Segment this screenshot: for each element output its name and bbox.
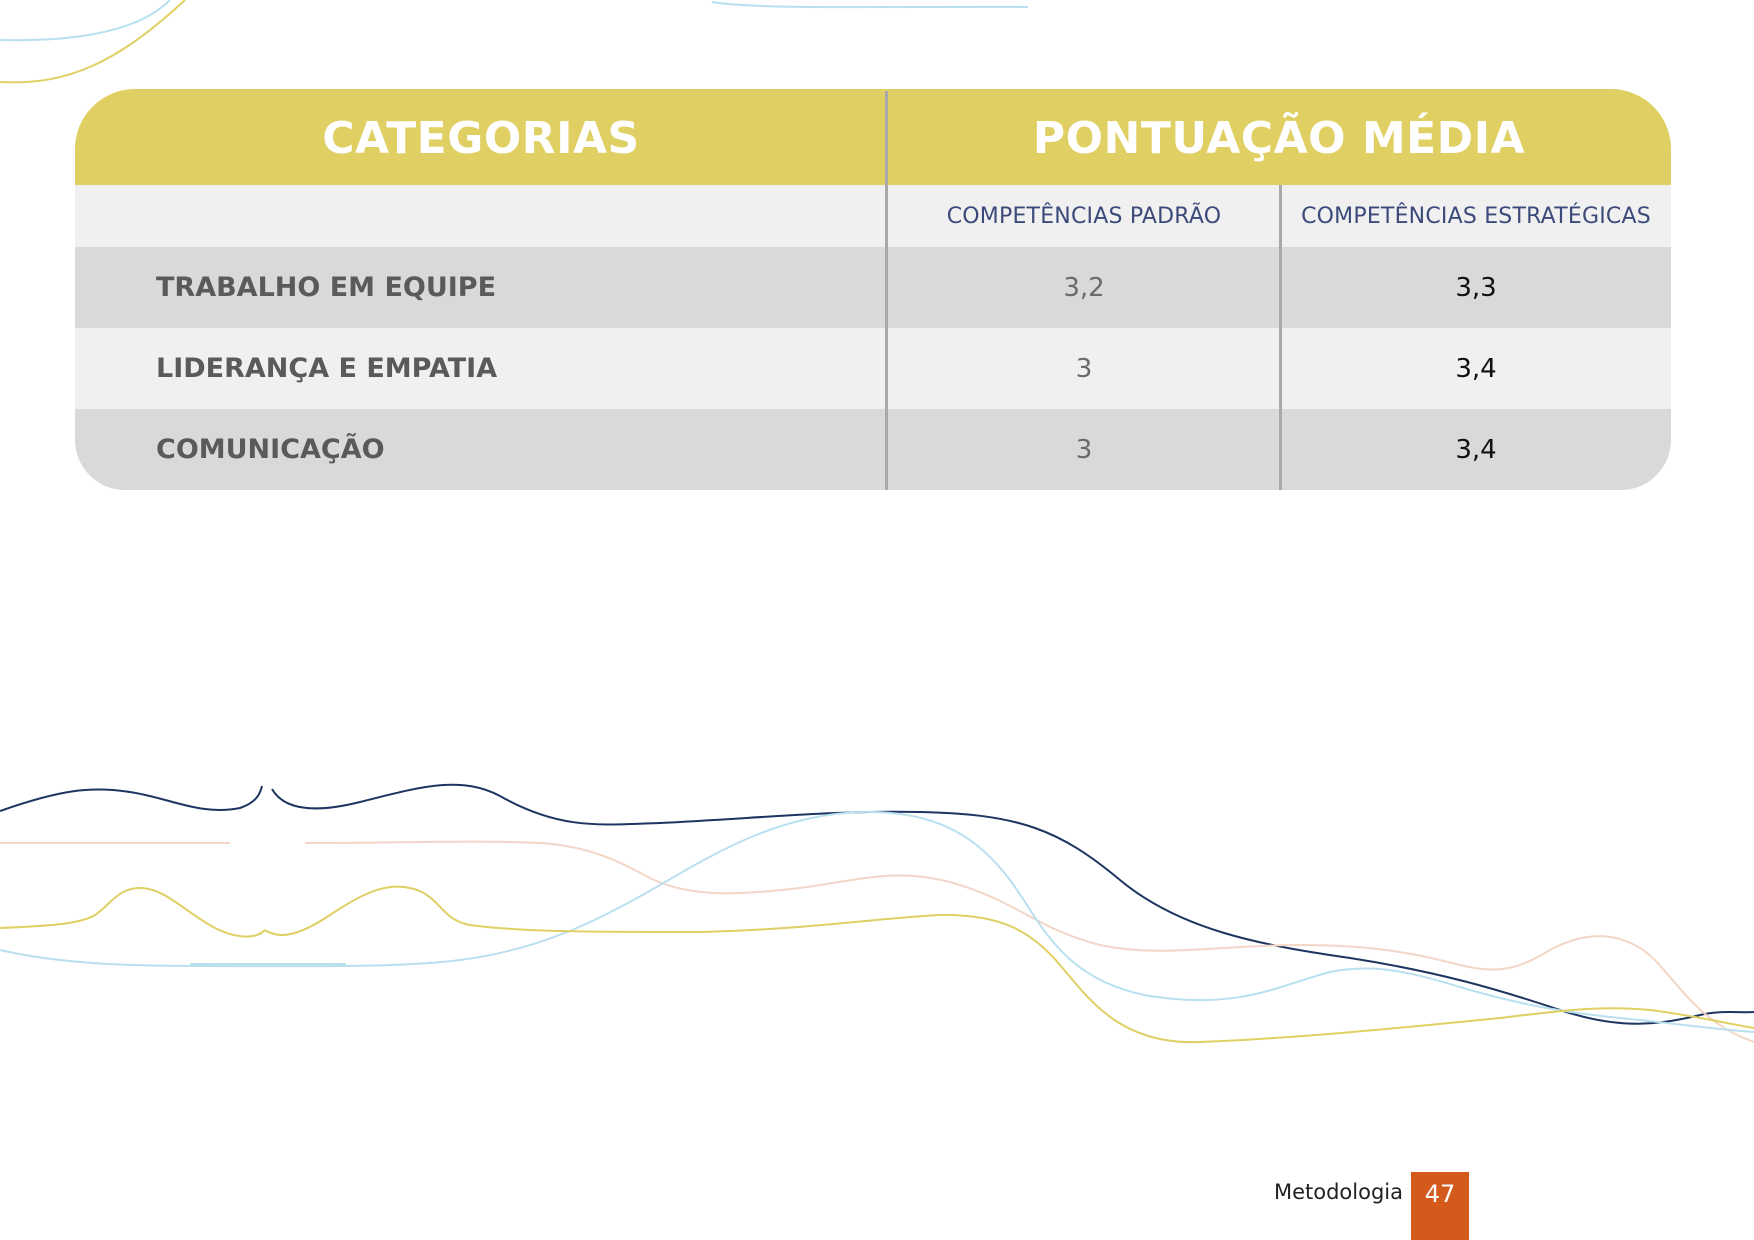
padrao-score-cell: 3 <box>1075 354 1093 384</box>
subheader-competencias-estrategicas: COMPETÊNCIAS ESTRATÉGICAS <box>1301 204 1651 229</box>
subheader-competencias-padrao: COMPETÊNCIAS PADRÃO <box>946 204 1222 229</box>
padrao-score-cell: 3 <box>1075 435 1093 465</box>
estrategicas-score-cell: 3,4 <box>1455 354 1497 384</box>
table-row: LIDERANÇA E EMPATIA 3 3,4 <box>75 328 1671 409</box>
page-number-box: 47 <box>1411 1172 1469 1240</box>
column-divider <box>885 91 888 490</box>
header-categorias: CATEGORIAS <box>322 113 640 164</box>
table-header-row: CATEGORIAS PONTUAÇÃO MÉDIA <box>75 89 1671 185</box>
table-row: TRABALHO EM EQUIPE 3,2 3,3 <box>75 247 1671 328</box>
page-number: 47 <box>1424 1180 1456 1208</box>
table-row: COMUNICAÇÃO 3 3,4 <box>75 409 1671 490</box>
category-cell: LIDERANÇA E EMPATIA <box>156 353 498 384</box>
padrao-score-cell: 3,2 <box>1063 273 1105 303</box>
column-divider <box>1279 185 1282 490</box>
category-cell: TRABALHO EM EQUIPE <box>156 272 497 303</box>
header-pontuacao-media: PONTUAÇÃO MÉDIA <box>1032 113 1526 164</box>
score-table: CATEGORIAS PONTUAÇÃO MÉDIA COMPETÊNCIAS … <box>75 89 1671 490</box>
estrategicas-score-cell: 3,4 <box>1455 435 1497 465</box>
category-cell: COMUNICAÇÃO <box>156 434 385 465</box>
table-subheader-row: COMPETÊNCIAS PADRÃO COMPETÊNCIAS ESTRATÉ… <box>75 185 1671 247</box>
footer-section-label: Metodologia <box>1273 1180 1403 1204</box>
estrategicas-score-cell: 3,3 <box>1455 273 1497 303</box>
